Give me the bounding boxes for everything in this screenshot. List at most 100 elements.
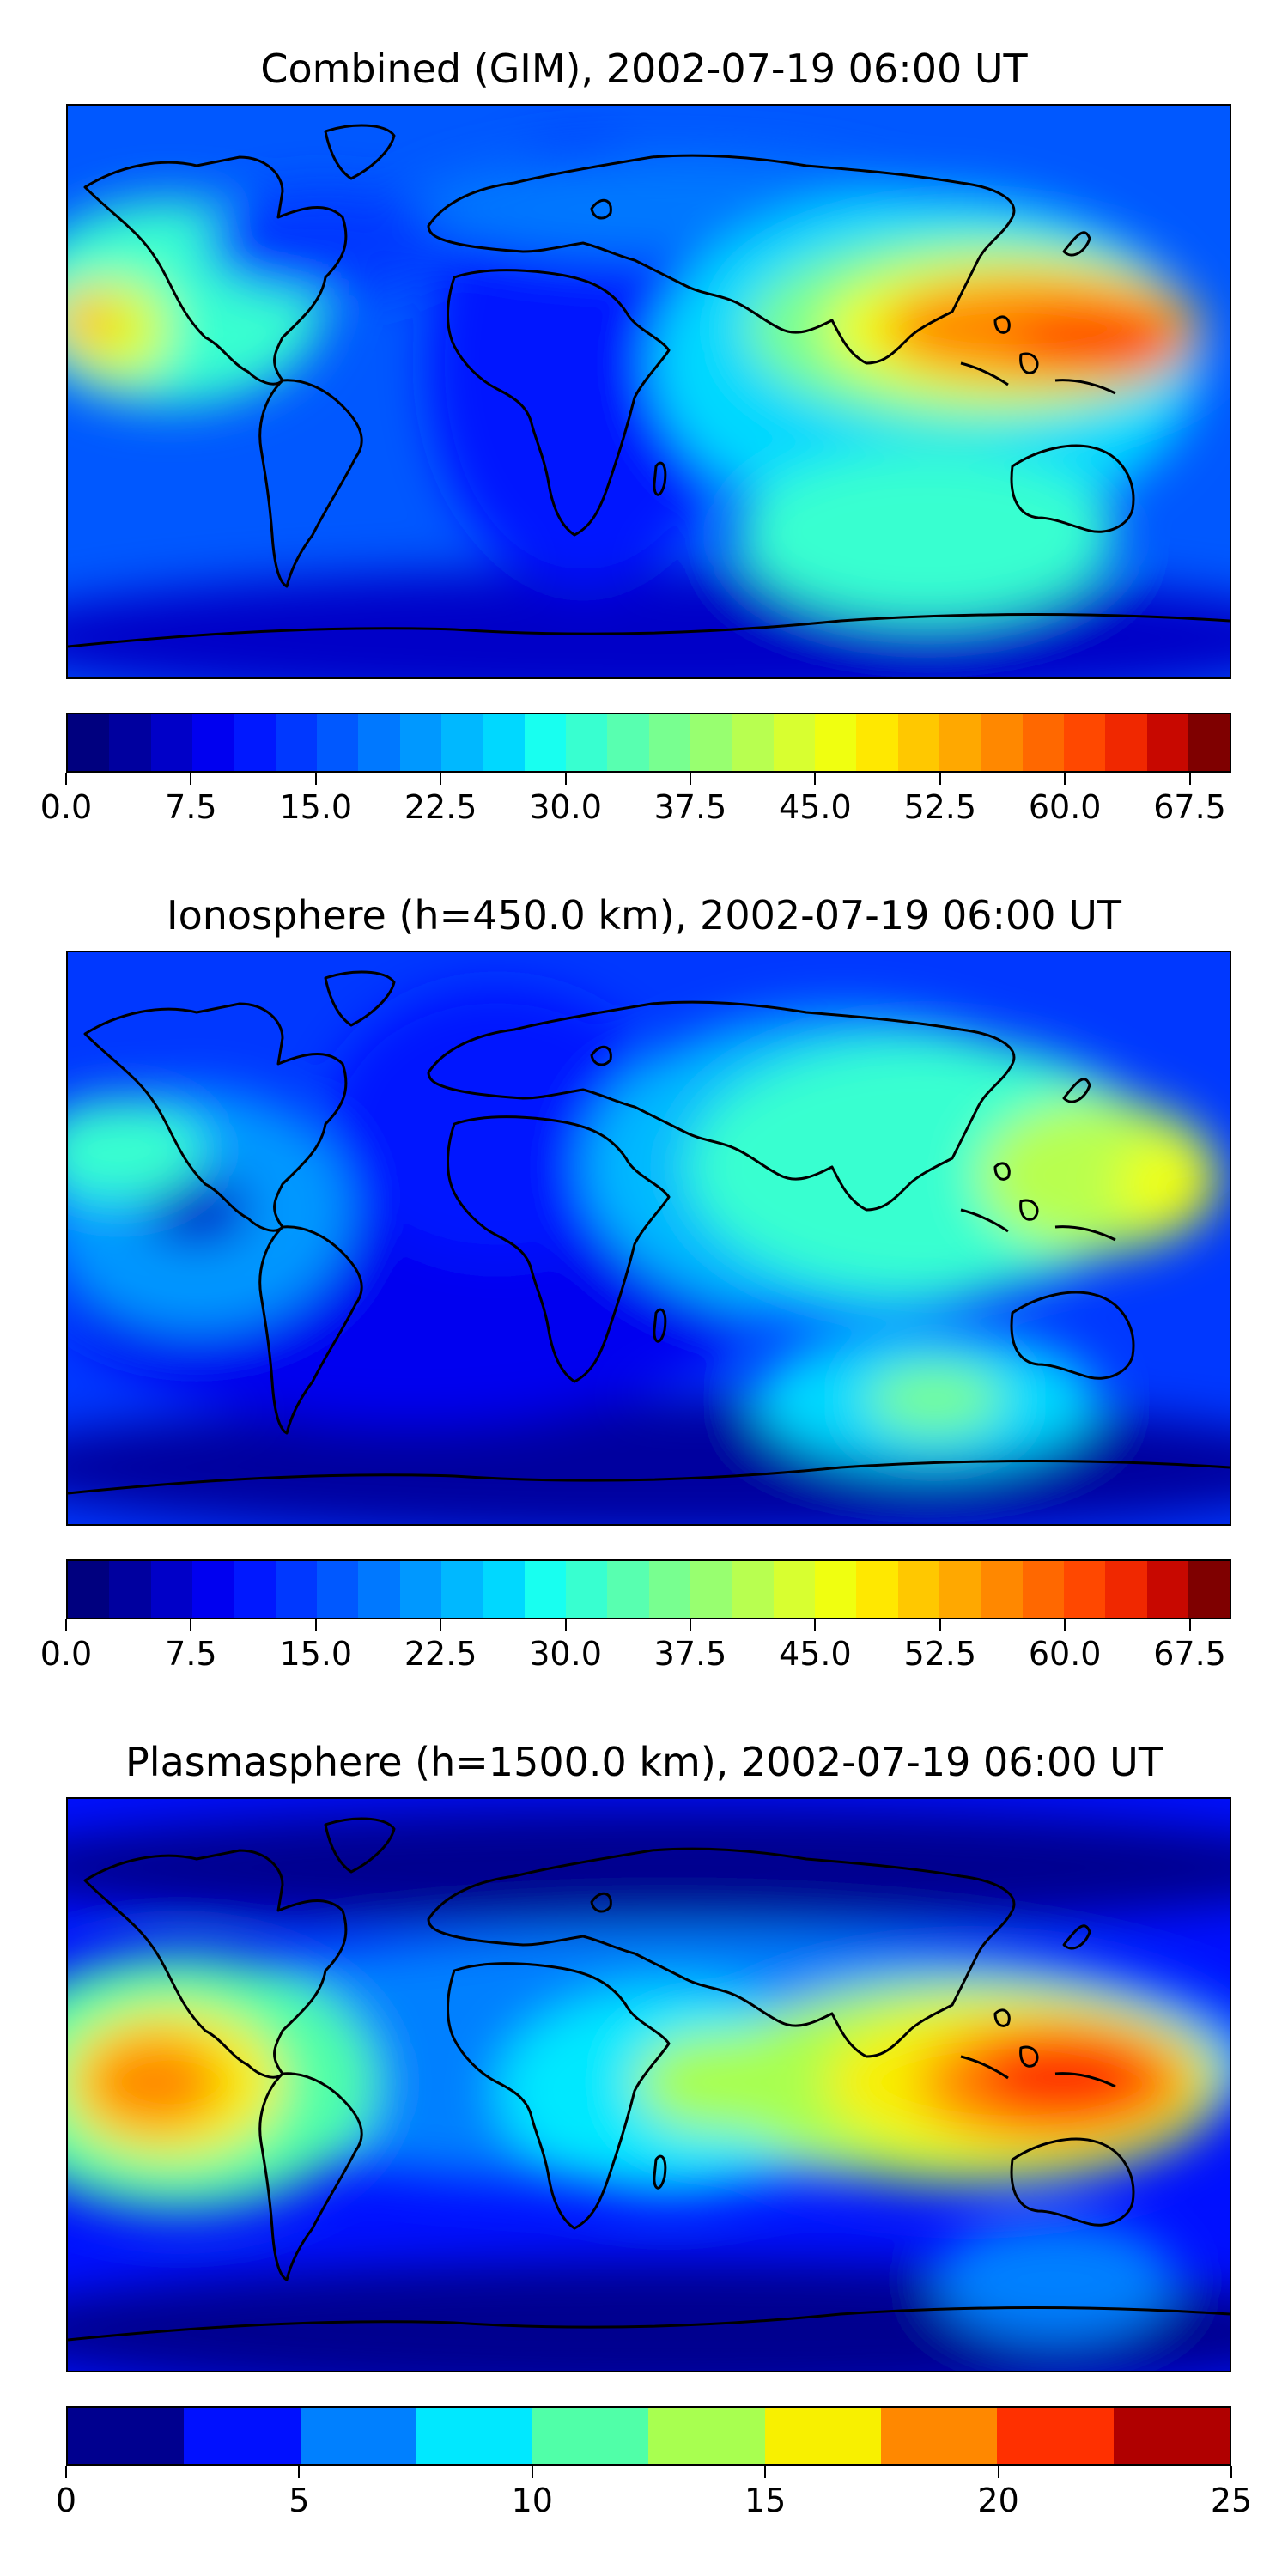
colorbar-ionosphere bbox=[66, 1559, 1231, 1619]
colorbar-swatch bbox=[416, 2408, 533, 2464]
field-blob bbox=[1115, 1141, 1218, 1227]
colorbar-swatch bbox=[316, 1561, 359, 1618]
colorbar-ticks-combined: 0.0 7.5 15.0 22.5 30.0 37.5 45.0 52.5 60.0 67.5 bbox=[40, 773, 1231, 826]
colorbar-swatch bbox=[897, 1561, 939, 1618]
colorbar-swatch bbox=[191, 1561, 234, 1618]
colorbar-swatch bbox=[191, 714, 234, 771]
colorbar-ticks-plasmasphere: 0 5 10 15 20 25 bbox=[56, 2466, 1252, 2519]
tec-field-combined bbox=[68, 106, 1230, 677]
field-blob bbox=[68, 1098, 205, 1201]
colorbar-swatch bbox=[109, 714, 151, 771]
colorbar-tick bbox=[190, 1619, 192, 1631]
colorbar-tick-label: 22.5 bbox=[404, 1635, 477, 1673]
colorbar-tick-label: 0.0 bbox=[39, 788, 93, 826]
colorbar-tick-label: 60.0 bbox=[1028, 788, 1102, 826]
colorbar-swatch bbox=[1105, 714, 1147, 771]
colorbar-swatch bbox=[565, 1561, 608, 1618]
colorbar-swatch bbox=[814, 1561, 857, 1618]
colorbar-swatch bbox=[1105, 1561, 1147, 1618]
colorbar-swatch bbox=[524, 714, 566, 771]
colorbar-swatch bbox=[275, 714, 317, 771]
panel-title-combined: Combined (GIM), 2002-07-19 06:00 UT bbox=[260, 46, 1028, 92]
map-svg-plasmasphere bbox=[68, 1799, 1230, 2371]
colorbar-swatch bbox=[565, 714, 608, 771]
colorbar-tick-label: 37.5 bbox=[653, 788, 727, 826]
colorbar-swatch bbox=[1188, 1561, 1230, 1618]
colorbar-swatch bbox=[150, 714, 192, 771]
colorbar-swatch bbox=[981, 714, 1023, 771]
field-blob bbox=[85, 2035, 222, 2129]
map-plasmasphere bbox=[66, 1797, 1231, 2372]
colorbar-swatch bbox=[897, 714, 939, 771]
colorbar-swatch bbox=[773, 714, 815, 771]
colorbar-tick-label: 52.5 bbox=[903, 1635, 977, 1673]
colorbar-swatch bbox=[68, 714, 110, 771]
colorbar-swatch bbox=[440, 1561, 483, 1618]
colorbar-swatch bbox=[773, 1561, 815, 1618]
field-blob bbox=[935, 2220, 1176, 2340]
field-blob bbox=[738, 449, 1115, 621]
colorbar-tick-label: 45.0 bbox=[779, 788, 852, 826]
colorbar-tick-label: 7.5 bbox=[165, 788, 217, 826]
colorbar-tick-label: 22.5 bbox=[404, 788, 477, 826]
field-blob bbox=[866, 1364, 1004, 1433]
colorbar-swatch bbox=[607, 1561, 649, 1618]
colorbar-tick-label: 15.0 bbox=[279, 788, 353, 826]
colorbar-tick-label: 30.0 bbox=[529, 788, 602, 826]
colorbar-swatch bbox=[483, 714, 525, 771]
colorbar-swatch bbox=[648, 2408, 765, 2464]
colorbar-tick-label: 52.5 bbox=[903, 788, 977, 826]
colorbar-swatch bbox=[997, 2408, 1114, 2464]
colorbar-tick-label: 60.0 bbox=[1028, 1635, 1102, 1673]
colorbar-swatch bbox=[316, 714, 359, 771]
colorbar-tick-label: 20 bbox=[977, 2482, 1019, 2519]
colorbar-swatch bbox=[234, 1561, 276, 1618]
colorbar-swatch bbox=[648, 714, 690, 771]
colorbar-plasmasphere bbox=[66, 2406, 1231, 2466]
colorbar-swatch bbox=[68, 1561, 110, 1618]
colorbar-tick bbox=[65, 1619, 67, 1631]
colorbar-tick-label: 15 bbox=[744, 2482, 787, 2519]
colorbar-swatch bbox=[1188, 714, 1230, 771]
field-blob bbox=[68, 286, 119, 355]
colorbar-tick bbox=[939, 1619, 941, 1631]
colorbar-swatch bbox=[532, 2408, 649, 2464]
colorbar-swatch bbox=[300, 2408, 416, 2464]
field-blob bbox=[325, 987, 669, 1261]
colorbar-ticks-ionosphere: 0.0 7.5 15.0 22.5 30.0 37.5 45.0 52.5 60.0 67.5 bbox=[40, 1619, 1231, 1673]
panel-title-ionosphere: Ionosphere (h=450.0 km), 2002-07-19 06:0… bbox=[167, 892, 1121, 939]
colorbar-swatch bbox=[939, 714, 981, 771]
colorbar-swatch bbox=[764, 2408, 882, 2464]
colorbar-swatch bbox=[1146, 714, 1188, 771]
map-svg-ionosphere bbox=[68, 952, 1230, 1524]
colorbar-tick bbox=[1064, 773, 1066, 785]
colorbar-tick bbox=[689, 1619, 691, 1631]
colorbar-tick bbox=[1064, 1619, 1066, 1631]
colorbar-tick-label: 5 bbox=[289, 2482, 310, 2519]
colorbar-tick bbox=[689, 773, 691, 785]
colorbar-swatch bbox=[399, 714, 441, 771]
colorbar-swatch bbox=[68, 2408, 185, 2464]
colorbar-swatch bbox=[607, 714, 649, 771]
colorbar-swatch bbox=[234, 714, 276, 771]
colorbar-swatch bbox=[981, 1561, 1023, 1618]
colorbar-tick-label: 30.0 bbox=[529, 1635, 602, 1673]
field-blob bbox=[68, 1807, 1230, 1928]
map-ionosphere bbox=[66, 951, 1231, 1526]
colorbar-tick bbox=[1230, 2466, 1232, 2478]
colorbar-tick-label: 0 bbox=[55, 2482, 77, 2519]
colorbar-swatch bbox=[1113, 2408, 1230, 2464]
colorbar-swatch bbox=[690, 714, 732, 771]
colorbar-tick bbox=[531, 2466, 533, 2478]
colorbar-swatch bbox=[399, 1561, 441, 1618]
colorbar-swatch bbox=[1063, 714, 1106, 771]
colorbar-tick bbox=[564, 1619, 567, 1631]
colorbar-tick bbox=[314, 1619, 317, 1631]
colorbar-tick bbox=[814, 1619, 817, 1631]
colorbar-swatch bbox=[690, 1561, 732, 1618]
field-blob bbox=[145, 1176, 248, 1244]
colorbar-swatch bbox=[150, 1561, 192, 1618]
colorbar-swatch bbox=[881, 2408, 998, 2464]
colorbar-tick-label: 7.5 bbox=[165, 1635, 217, 1673]
colorbar-swatch bbox=[1022, 1561, 1064, 1618]
